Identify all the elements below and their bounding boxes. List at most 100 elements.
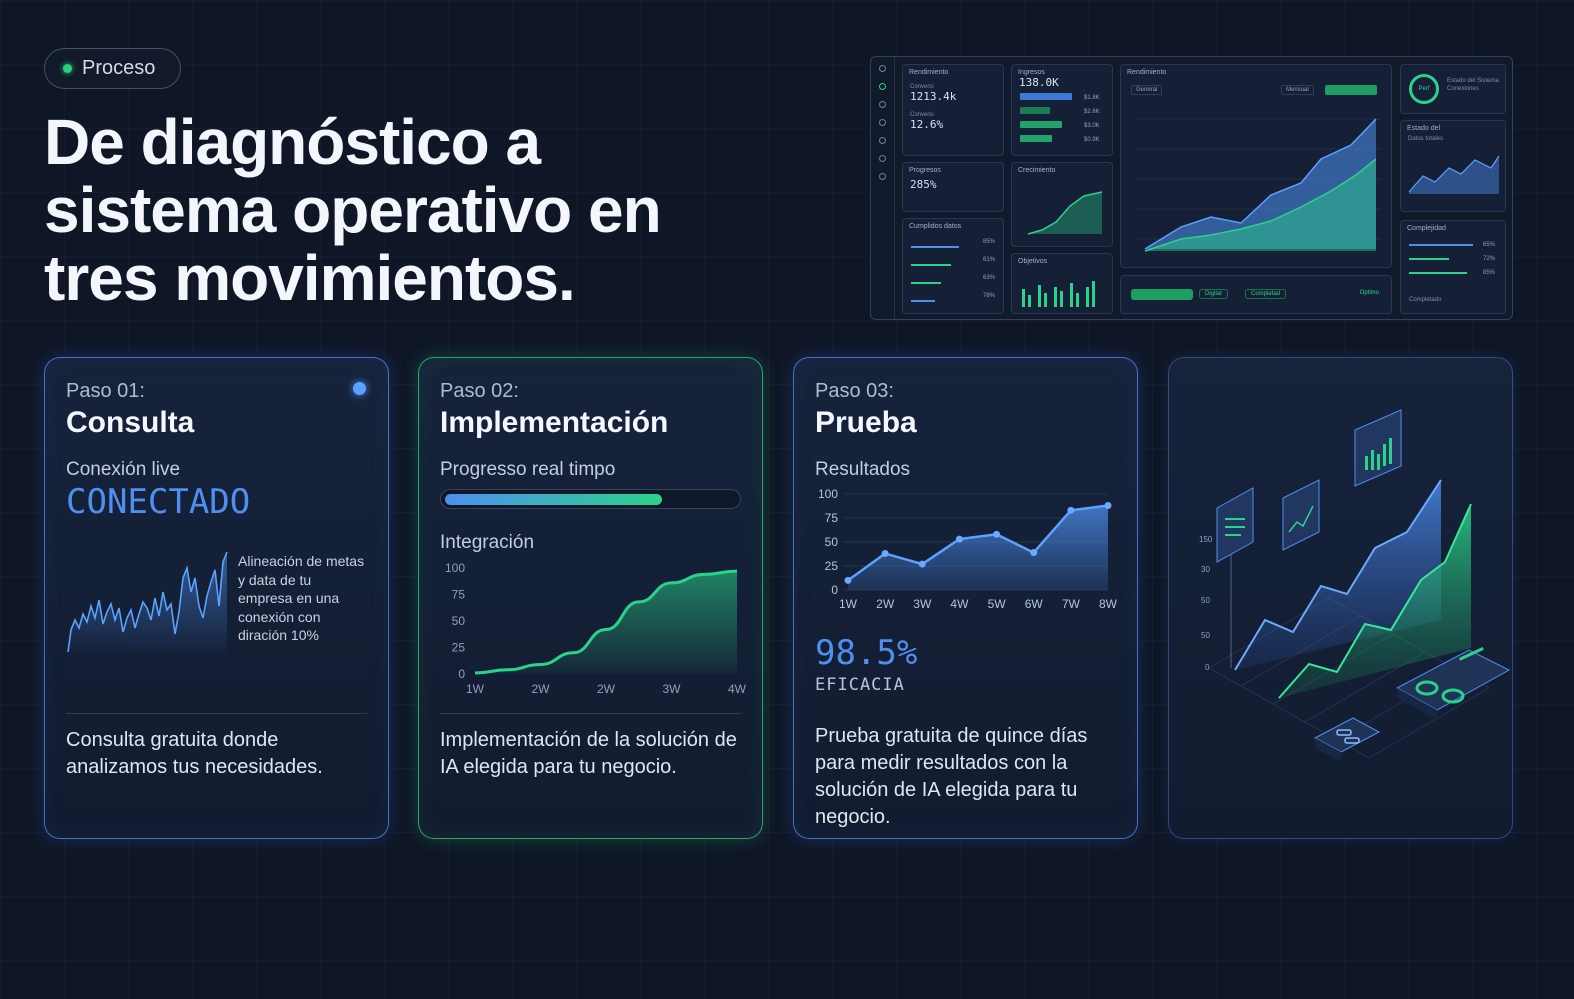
connection-label: Conexión live [66,459,181,480]
footer-active-tag[interactable] [1131,289,1193,300]
settings-icon [879,101,886,108]
results-area [848,505,1108,590]
progresos-title: Progresos [909,167,941,174]
headline-line-3: tres movimientos. [44,242,576,314]
y-tick-label: 25 [825,559,839,573]
step-number: Paso 02: [440,380,519,402]
dashboard-preview: Rendimiento Conversi 1213.4k Conversi 12… [870,56,1513,320]
x-tick-label: 4W [950,597,969,611]
x-tick-label: 2W [876,597,895,611]
headline-line-1: De diagnóstico a [44,106,541,178]
x-tick-label: 1W [466,682,485,696]
efficacy-value: 98.5% [815,633,918,673]
results-point [918,560,926,568]
metric-b-value: 12.6% [910,118,944,131]
results-point [1030,549,1038,557]
footer-tag-completad[interactable]: Completad [1245,289,1287,299]
metric-b-label: Conversi [910,112,934,118]
step-title: Consulta [66,406,195,439]
y-tick-label: 25 [452,641,466,655]
iso-axis-tick: 0 [1205,663,1210,672]
objetivos-bars [1022,281,1095,307]
dashboard-icon-rail [871,57,895,319]
y-tick-label: 50 [825,535,839,549]
estado2-panel: Estado del Datos totales [1400,120,1506,212]
page-headline: De diagnóstico a sistema operativo en tr… [44,108,804,312]
connection-status: CONECTADO [66,482,251,522]
results-point [993,530,1001,538]
card-divider [440,713,741,714]
cumplidos-bars: 85% 61% 63% 78% [911,239,996,302]
step-card-implementacion: Paso 02: Implementación Progresso real t… [418,357,763,839]
x-tick-label: 8W [1099,597,1118,611]
objetivos-panel: Objetivos [1011,253,1113,314]
objetivos-title: Objetivos [1018,258,1048,265]
y-tick-label: 75 [825,511,839,525]
toggle-device-illustration [1395,647,1511,720]
complejidad-bars: 65% 72% 85% [1409,242,1496,276]
step-number: Paso 03: [815,380,894,402]
filter-general[interactable]: General [1131,85,1163,95]
progresos-panel: Progresos 285% [902,162,1004,212]
ingresos-row-2: $2.6K [1084,109,1100,115]
filter-active-button[interactable] [1325,85,1377,95]
estado2-mini-chart [1408,155,1500,194]
estado-ring: Perf [1409,74,1439,104]
results-chart: 0 25 50 75 100 1W 2W 3W 4W 5W 6W 7W 8W [818,487,1118,611]
data-icon [879,137,886,144]
x-tick-label: 2W [532,682,551,696]
x-tick-label: 5W [988,597,1007,611]
complejidad-row-3: 85% [1483,270,1496,276]
footer-tag-optimo: Optimo [1359,290,1379,296]
results-point [1104,502,1112,510]
iso-axis-tick: 50 [1201,596,1210,605]
gear-icon [879,173,886,180]
y-tick-label: 100 [818,487,838,501]
cumplidos-row-1: 85% [983,239,996,245]
step-number: Paso 01: [66,380,145,402]
step-description: Prueba gratuita de quince días para medi… [815,725,1088,828]
realtime-progress-bar [440,489,741,509]
results-point [844,576,852,584]
ingresos-row-1: $1.8K [1084,95,1100,101]
progress-label: Progresso real timpo [440,459,616,480]
users-icon [879,119,886,126]
estado2-title: Estado del [1407,125,1441,132]
chart-icon [879,83,886,90]
filter-mensual[interactable]: Mensual [1281,85,1314,95]
section-pill: Proceso [44,48,181,89]
x-tick-label: 4W [728,682,747,696]
isometric-analytics-card: 150 30 50 50 0 [1168,357,1513,839]
ingresos-row-3: $3.0K [1084,123,1100,129]
ingresos-panel: Ingresos 138.0K $1.8K $2.6K $3.0K $0.9K [1011,64,1113,156]
estado2-sub: Datos totales [1408,136,1444,142]
rendimiento-title: Rendimiento [909,69,949,76]
iso-axis-tick: 150 [1199,535,1213,544]
section-pill-label: Proceso [82,57,156,79]
alignment-note: Alineación de metas y data de tu empresa… [238,553,365,643]
step-card-consulta: Paso 01: Consulta Conexión live CONECTAD… [44,357,389,839]
ingresos-value: 138.0K [1019,76,1059,89]
y-tick-label: 75 [452,588,466,602]
floating-widget-1 [1216,487,1254,563]
x-tick-label: 6W [1025,597,1044,611]
integration-line [474,569,738,675]
metric-a-value: 1213.4k [910,90,957,103]
ingresos-title: Ingresos [1018,69,1045,76]
x-tick-label: 2W [597,682,616,696]
headline-line-2: sistema operativo en [44,174,662,246]
iso-axis-tick: 30 [1201,565,1210,574]
main-rendimiento-panel: Rendimiento General Mensual [1120,64,1392,268]
crecimiento-panel: Crecimiento [1011,162,1113,247]
status-dot [63,64,72,73]
footer-tag-digital[interactable]: Digital [1199,289,1228,299]
rendimiento-panel: Rendimiento Conversi 1213.4k Conversi 12… [902,64,1004,156]
y-tick-label: 0 [831,583,838,597]
cumplidos-row-2: 61% [983,257,996,263]
y-tick-label: 50 [452,614,466,628]
results-chart-label: Resultados [815,459,911,480]
integration-area [475,571,737,674]
complejidad-title: Complejidad [1407,225,1446,232]
step-card-prueba: Paso 03: Prueba Resultados 0 25 50 75 100 1W 2… [793,357,1138,839]
step-description: Implementación de la solución de IA eleg… [440,729,737,778]
